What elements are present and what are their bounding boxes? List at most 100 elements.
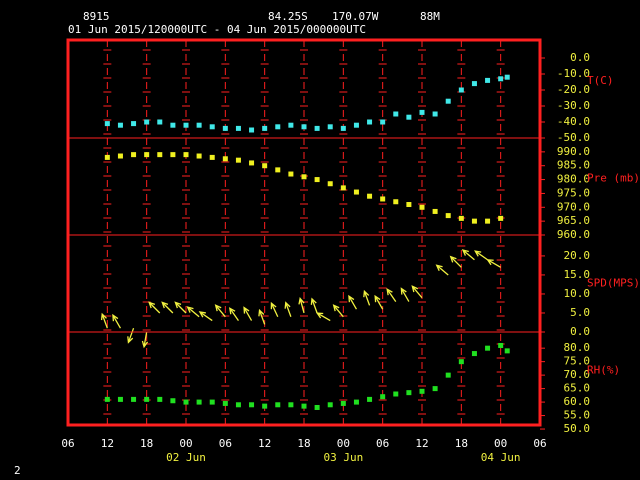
- page-number: 2: [14, 464, 21, 477]
- y-tick-label: 80.0: [564, 341, 591, 354]
- data-point: [222, 400, 228, 406]
- data-point: [235, 157, 241, 163]
- data-point: [301, 174, 307, 180]
- data-point: [275, 167, 281, 173]
- data-point: [262, 403, 268, 409]
- data-point: [104, 121, 110, 127]
- data-point: [327, 181, 333, 187]
- wind-arrow: [435, 264, 449, 276]
- y-tick-label: 0.0: [570, 325, 590, 338]
- data-point: [157, 119, 163, 125]
- y-tick-label: 965.0: [557, 214, 590, 227]
- data-point: [117, 122, 123, 128]
- y-tick-label: -40.0: [557, 115, 590, 128]
- frame: [66, 38, 542, 427]
- x-tick-label: 18: [140, 437, 153, 450]
- data-point: [445, 98, 451, 104]
- data-point: [235, 125, 241, 131]
- wind-arrow: [127, 327, 135, 344]
- data-point: [314, 177, 320, 183]
- wind-arrow: [298, 297, 305, 314]
- day-label: 02 Jun: [166, 451, 206, 464]
- data-point: [393, 391, 399, 397]
- y-tick-label: 990.0: [557, 145, 590, 158]
- data-point: [314, 404, 320, 410]
- data-point: [235, 402, 241, 408]
- data-point: [170, 122, 176, 128]
- panel-label: T(C): [587, 74, 614, 87]
- x-tick-label: 18: [455, 437, 468, 450]
- data-point: [432, 111, 438, 117]
- latitude: 84.25S: [268, 10, 308, 23]
- data-point: [104, 154, 110, 160]
- panel-label: SPD(MPS): [587, 277, 640, 290]
- wind-arrow: [363, 289, 371, 306]
- data-point: [144, 152, 150, 158]
- y-tick-label: 5.0: [570, 306, 590, 319]
- data-point: [262, 163, 268, 169]
- data-point: [157, 152, 163, 158]
- wind-arrow: [284, 301, 292, 318]
- data-point: [131, 121, 137, 127]
- data-point: [406, 114, 412, 120]
- data-point: [432, 208, 438, 214]
- data-point: [157, 396, 163, 402]
- data-point: [380, 119, 386, 125]
- data-point: [498, 342, 504, 348]
- data-point: [340, 185, 346, 191]
- data-point: [432, 386, 438, 392]
- data-point: [288, 402, 294, 408]
- x-tick-label: 18: [297, 437, 310, 450]
- data-point: [209, 399, 215, 405]
- y-tick-label: 55.0: [564, 409, 591, 422]
- x-tick-label: 06: [533, 437, 546, 450]
- data-point: [170, 398, 176, 404]
- data-point: [327, 124, 333, 130]
- y-tick-label: 60.0: [564, 395, 591, 408]
- y-tick-label: -20.0: [557, 83, 590, 96]
- data-point: [471, 81, 477, 87]
- data-point: [117, 153, 123, 159]
- data-point: [104, 396, 110, 402]
- data-point: [485, 218, 491, 224]
- data-point: [183, 122, 189, 128]
- wind-arrow: [100, 312, 108, 329]
- y-tick-label: -10.0: [557, 67, 590, 80]
- data-point: [249, 160, 255, 166]
- period: 01 Jun 2015/120000UTC - 04 Jun 2015/0000…: [68, 23, 366, 36]
- x-tick-label: 06: [376, 437, 389, 450]
- data-point: [445, 213, 451, 219]
- data-point: [262, 125, 268, 131]
- data-point: [340, 400, 346, 406]
- data-point: [131, 396, 137, 402]
- data-point: [498, 76, 504, 82]
- data-point: [367, 193, 373, 199]
- wind-arrow: [386, 288, 397, 302]
- station-id: 8915: [83, 10, 110, 23]
- wind-arrow: [214, 304, 226, 318]
- data-point: [367, 119, 373, 125]
- wind-arrow: [186, 306, 200, 318]
- data-point: [419, 388, 425, 394]
- day-label: 03 Jun: [323, 451, 363, 464]
- data-point: [288, 171, 294, 177]
- data-point: [301, 403, 307, 409]
- data-point: [458, 359, 464, 365]
- data-point: [196, 399, 202, 405]
- data-point: [249, 127, 255, 133]
- y-tick-label: 65.0: [564, 382, 591, 395]
- y-tick-label: 75.0: [564, 355, 591, 368]
- wind-arrow: [198, 311, 213, 322]
- wind-arrow: [174, 301, 187, 314]
- x-tick-label: 12: [415, 437, 428, 450]
- data-point: [419, 204, 425, 210]
- wind-arrow: [374, 294, 384, 310]
- data-point: [144, 119, 150, 125]
- data-point: [504, 348, 510, 354]
- y-tick-label: 985.0: [557, 159, 590, 172]
- data-point: [144, 396, 150, 402]
- x-tick-label: 06: [61, 437, 74, 450]
- data-point: [275, 402, 281, 408]
- wind-arrow: [332, 304, 344, 318]
- data-point: [117, 396, 123, 402]
